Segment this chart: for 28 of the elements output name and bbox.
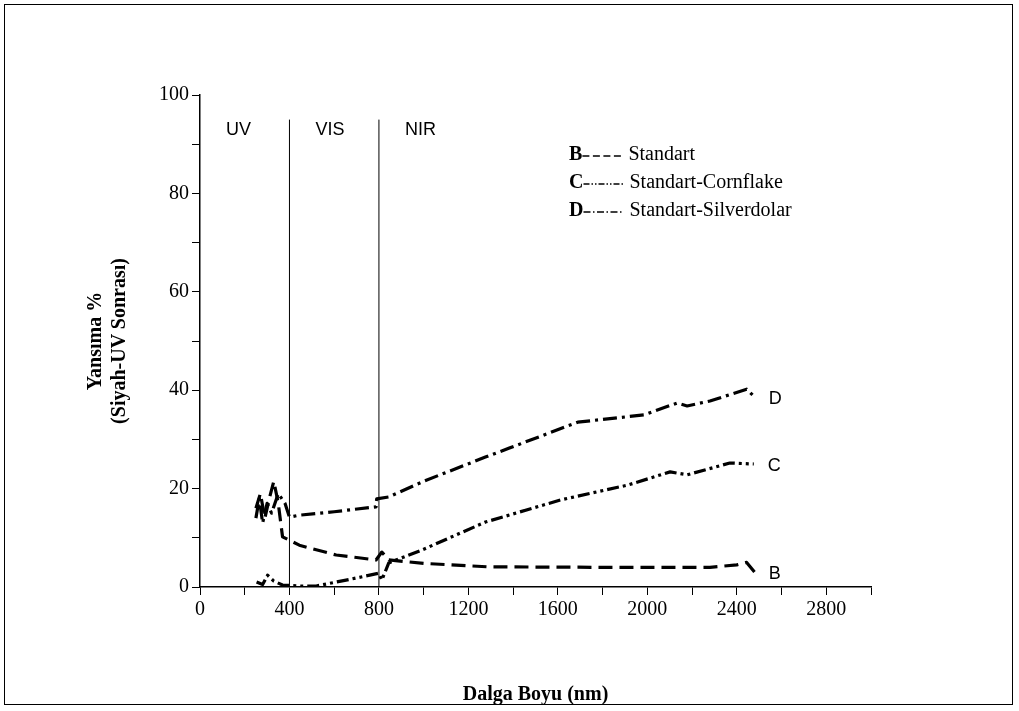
legend-label: Standart: [628, 142, 696, 165]
x-axis-title: Dalga Boyu (nm): [462, 682, 609, 706]
annotation: VIS: [315, 118, 345, 139]
y-tick-label: 0: [179, 574, 189, 597]
x-tick-label: 2800: [806, 597, 847, 620]
y-tick-label: 100: [159, 82, 189, 105]
x-tick-label: 2000: [627, 597, 668, 620]
legend-label: Standart-Silverdolar: [629, 198, 793, 221]
x-tick-label: 0: [195, 597, 205, 620]
text: B: [569, 142, 583, 165]
y-tick-label: 60: [169, 279, 189, 302]
y-tick-label: 40: [169, 377, 189, 400]
annotation: B: [768, 563, 781, 584]
annotation: NIR: [404, 118, 436, 139]
text: D: [569, 198, 584, 221]
legend-label: Standart-Cornflake: [629, 170, 783, 193]
annotation: C: [767, 454, 781, 475]
annotation: D: [768, 388, 782, 409]
x-tick-label: 1600: [537, 597, 578, 620]
text: C: [569, 170, 584, 193]
x-tick-label: 400: [274, 597, 305, 620]
x-tick-label: 800: [363, 597, 394, 620]
y-tick-label: 80: [169, 180, 189, 203]
y-tick-label: 20: [169, 475, 189, 498]
annotation: UV: [226, 118, 252, 139]
x-tick-label: 2400: [716, 597, 757, 620]
x-tick-label: 1200: [448, 597, 489, 620]
y-axis-title: Yansıma % (Siyah-UV Sonrası): [83, 258, 131, 424]
